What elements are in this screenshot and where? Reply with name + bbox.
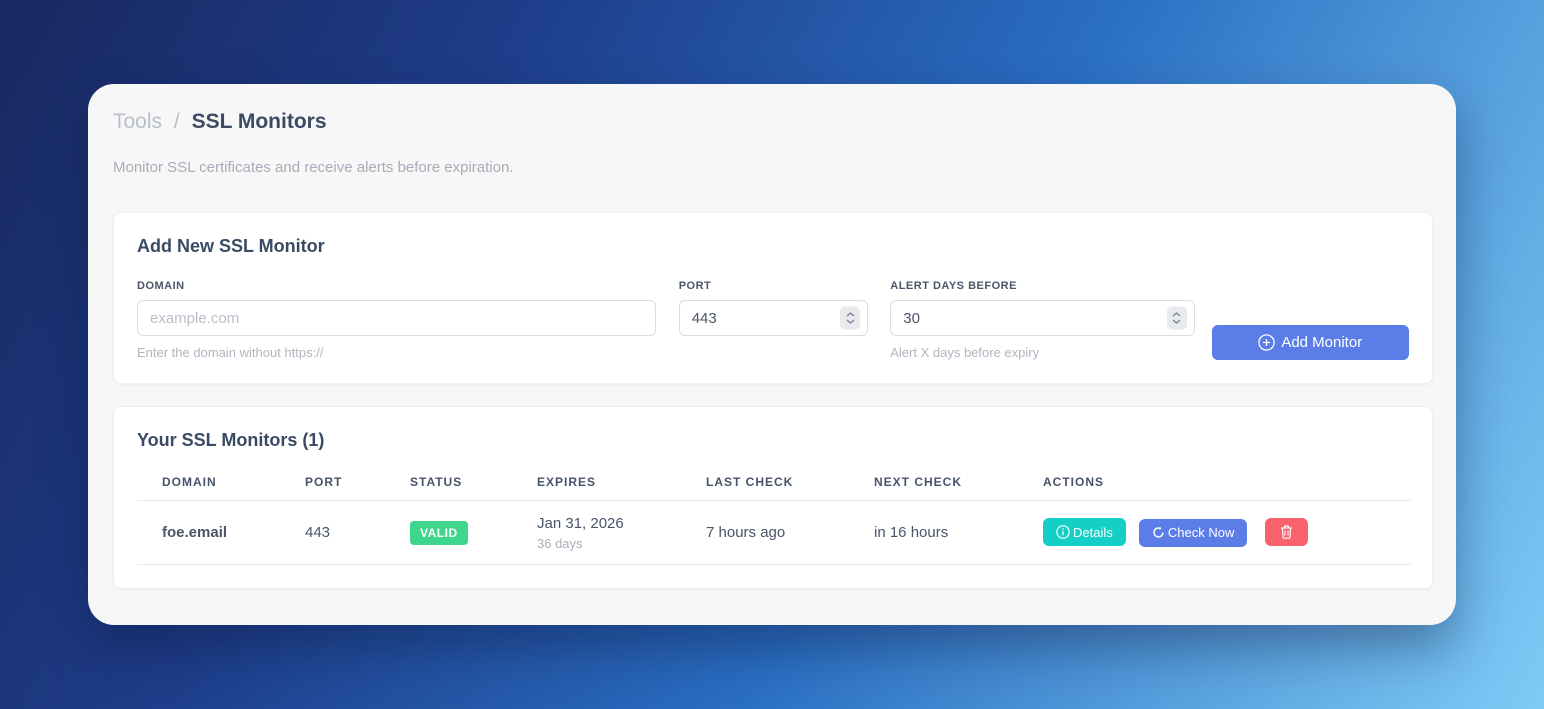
alert-days-field-group: ALERT DAYS BEFORE Alert X days before ex… <box>890 280 1195 360</box>
monitors-panel-title: Your SSL Monitors (1) <box>137 430 325 450</box>
main-card: Tools / SSL Monitors Monitor SSL certifi… <box>88 84 1456 625</box>
breadcrumb: Tools / SSL Monitors <box>113 110 1433 134</box>
domain-label: DOMAIN <box>137 280 185 292</box>
expires-date: Jan 31, 2026 <box>537 514 624 532</box>
table-header-row: DOMAIN PORT STATUS EXPIRES LAST CHECK NE… <box>137 455 1411 501</box>
column-header-port: PORT <box>280 455 385 501</box>
column-header-domain: DOMAIN <box>137 455 280 501</box>
next-check-time: in 16 hours <box>849 500 1018 565</box>
table-row: foe.email 443 VALID Jan 31, 2026 36 days… <box>137 500 1411 565</box>
domain-help-text: Enter the domain without https:// <box>137 345 324 360</box>
column-header-expires: EXPIRES <box>512 455 681 501</box>
chevron-down-icon <box>1172 319 1181 324</box>
monitor-domain: foe.email <box>137 500 280 565</box>
circle-plus-icon <box>1258 334 1276 351</box>
port-input[interactable] <box>678 300 869 336</box>
add-monitor-title: Add New SSL Monitor <box>137 236 325 256</box>
chevron-up-icon <box>1172 312 1181 317</box>
trash-icon <box>1280 525 1292 540</box>
add-monitor-panel: Add New SSL Monitor DOMAIN Enter the dom… <box>113 212 1433 384</box>
monitors-table: DOMAIN PORT STATUS EXPIRES LAST CHECK NE… <box>137 455 1411 565</box>
monitors-panel: Your SSL Monitors (1) DOMAIN PORT STATUS… <box>113 406 1433 589</box>
alert-days-input[interactable] <box>890 300 1195 336</box>
info-circle-icon <box>1056 525 1070 540</box>
page-title: SSL Monitors <box>191 110 327 133</box>
column-header-last-check: LAST CHECK <box>681 455 849 501</box>
details-button-label: Details <box>1073 524 1113 540</box>
last-check-time: 7 hours ago <box>681 500 849 565</box>
chevron-up-icon <box>846 312 855 317</box>
alert-days-label: ALERT DAYS BEFORE <box>890 280 1017 292</box>
expires-days-remaining: 36 days <box>537 535 583 551</box>
chevron-down-icon <box>846 319 855 324</box>
domain-field-group: DOMAIN Enter the domain without https:// <box>137 280 656 360</box>
monitor-port: 443 <box>280 500 385 565</box>
check-now-button-label: Check Now <box>1167 525 1235 541</box>
details-button[interactable]: Details <box>1043 518 1126 547</box>
port-field-group: PORT <box>678 280 869 336</box>
alert-days-help-text: Alert X days before expiry <box>890 345 1040 360</box>
column-header-next-check: NEXT CHECK <box>849 455 1018 501</box>
status-badge: VALID <box>410 520 468 545</box>
check-now-button[interactable]: Check Now <box>1138 518 1248 547</box>
page-subtitle: Monitor SSL certificates and receive ale… <box>113 159 514 176</box>
add-monitor-button[interactable]: Add Monitor <box>1211 325 1410 360</box>
port-label: PORT <box>678 280 712 292</box>
delete-monitor-button[interactable] <box>1264 518 1308 547</box>
add-monitor-button-label: Add Monitor <box>1281 334 1363 351</box>
column-header-actions: ACTIONS <box>1018 455 1411 501</box>
domain-input[interactable] <box>137 300 656 336</box>
port-stepper[interactable] <box>840 306 861 330</box>
refresh-icon <box>1153 526 1164 538</box>
add-monitor-form: DOMAIN Enter the domain without https://… <box>137 280 1410 360</box>
breadcrumb-separator: / <box>173 110 180 133</box>
breadcrumb-section[interactable]: Tools <box>113 110 163 133</box>
column-header-status: STATUS <box>385 455 512 501</box>
alert-days-stepper[interactable] <box>1166 306 1187 330</box>
